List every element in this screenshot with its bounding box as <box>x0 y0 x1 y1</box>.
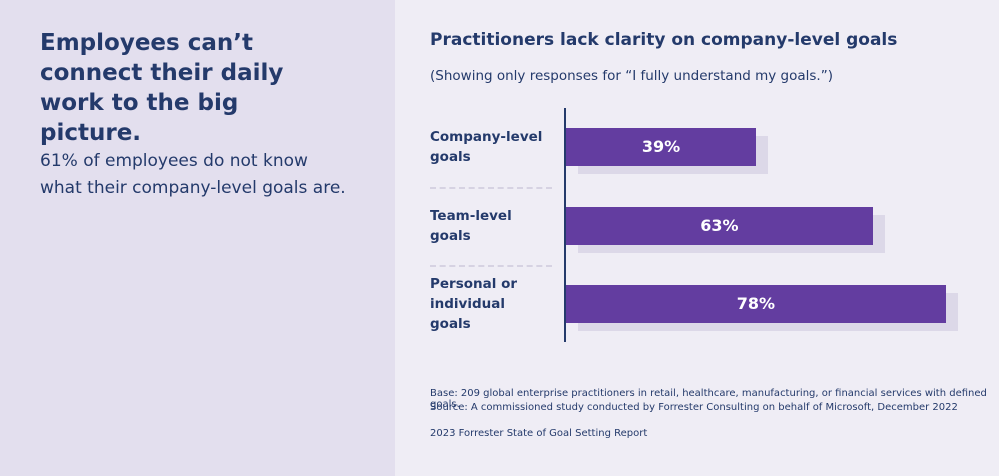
left-panel: Employees can’t connect their daily work… <box>0 0 395 476</box>
value-label: 39% <box>641 137 681 156</box>
headline: Employees can’t connect their daily work… <box>40 30 284 146</box>
bar <box>566 285 946 323</box>
footnote: Base: 209 global enterprise practitioner… <box>430 388 987 410</box>
value-label: 78% <box>736 294 776 313</box>
footnote: Source: A commissioned study conducted b… <box>430 402 958 413</box>
chart-title: Practitioners lack clarity on company-le… <box>430 30 898 50</box>
separator <box>430 265 552 267</box>
separator <box>430 186 552 189</box>
axis-line <box>564 108 566 342</box>
bar <box>566 128 756 166</box>
category-label: Company-level goals <box>430 129 543 165</box>
bar <box>566 206 873 245</box>
chart-subtitle: (Showing only responses for “I fully und… <box>430 68 833 84</box>
category-label: Personal or individual goals <box>430 276 517 332</box>
category-label: Team-level goals <box>430 207 512 244</box>
footnote: 2023 Forrester State of Goal Setting Rep… <box>430 428 648 439</box>
value-label: 63% <box>700 215 739 235</box>
body-text: 61% of employees do not know what their … <box>40 151 346 198</box>
